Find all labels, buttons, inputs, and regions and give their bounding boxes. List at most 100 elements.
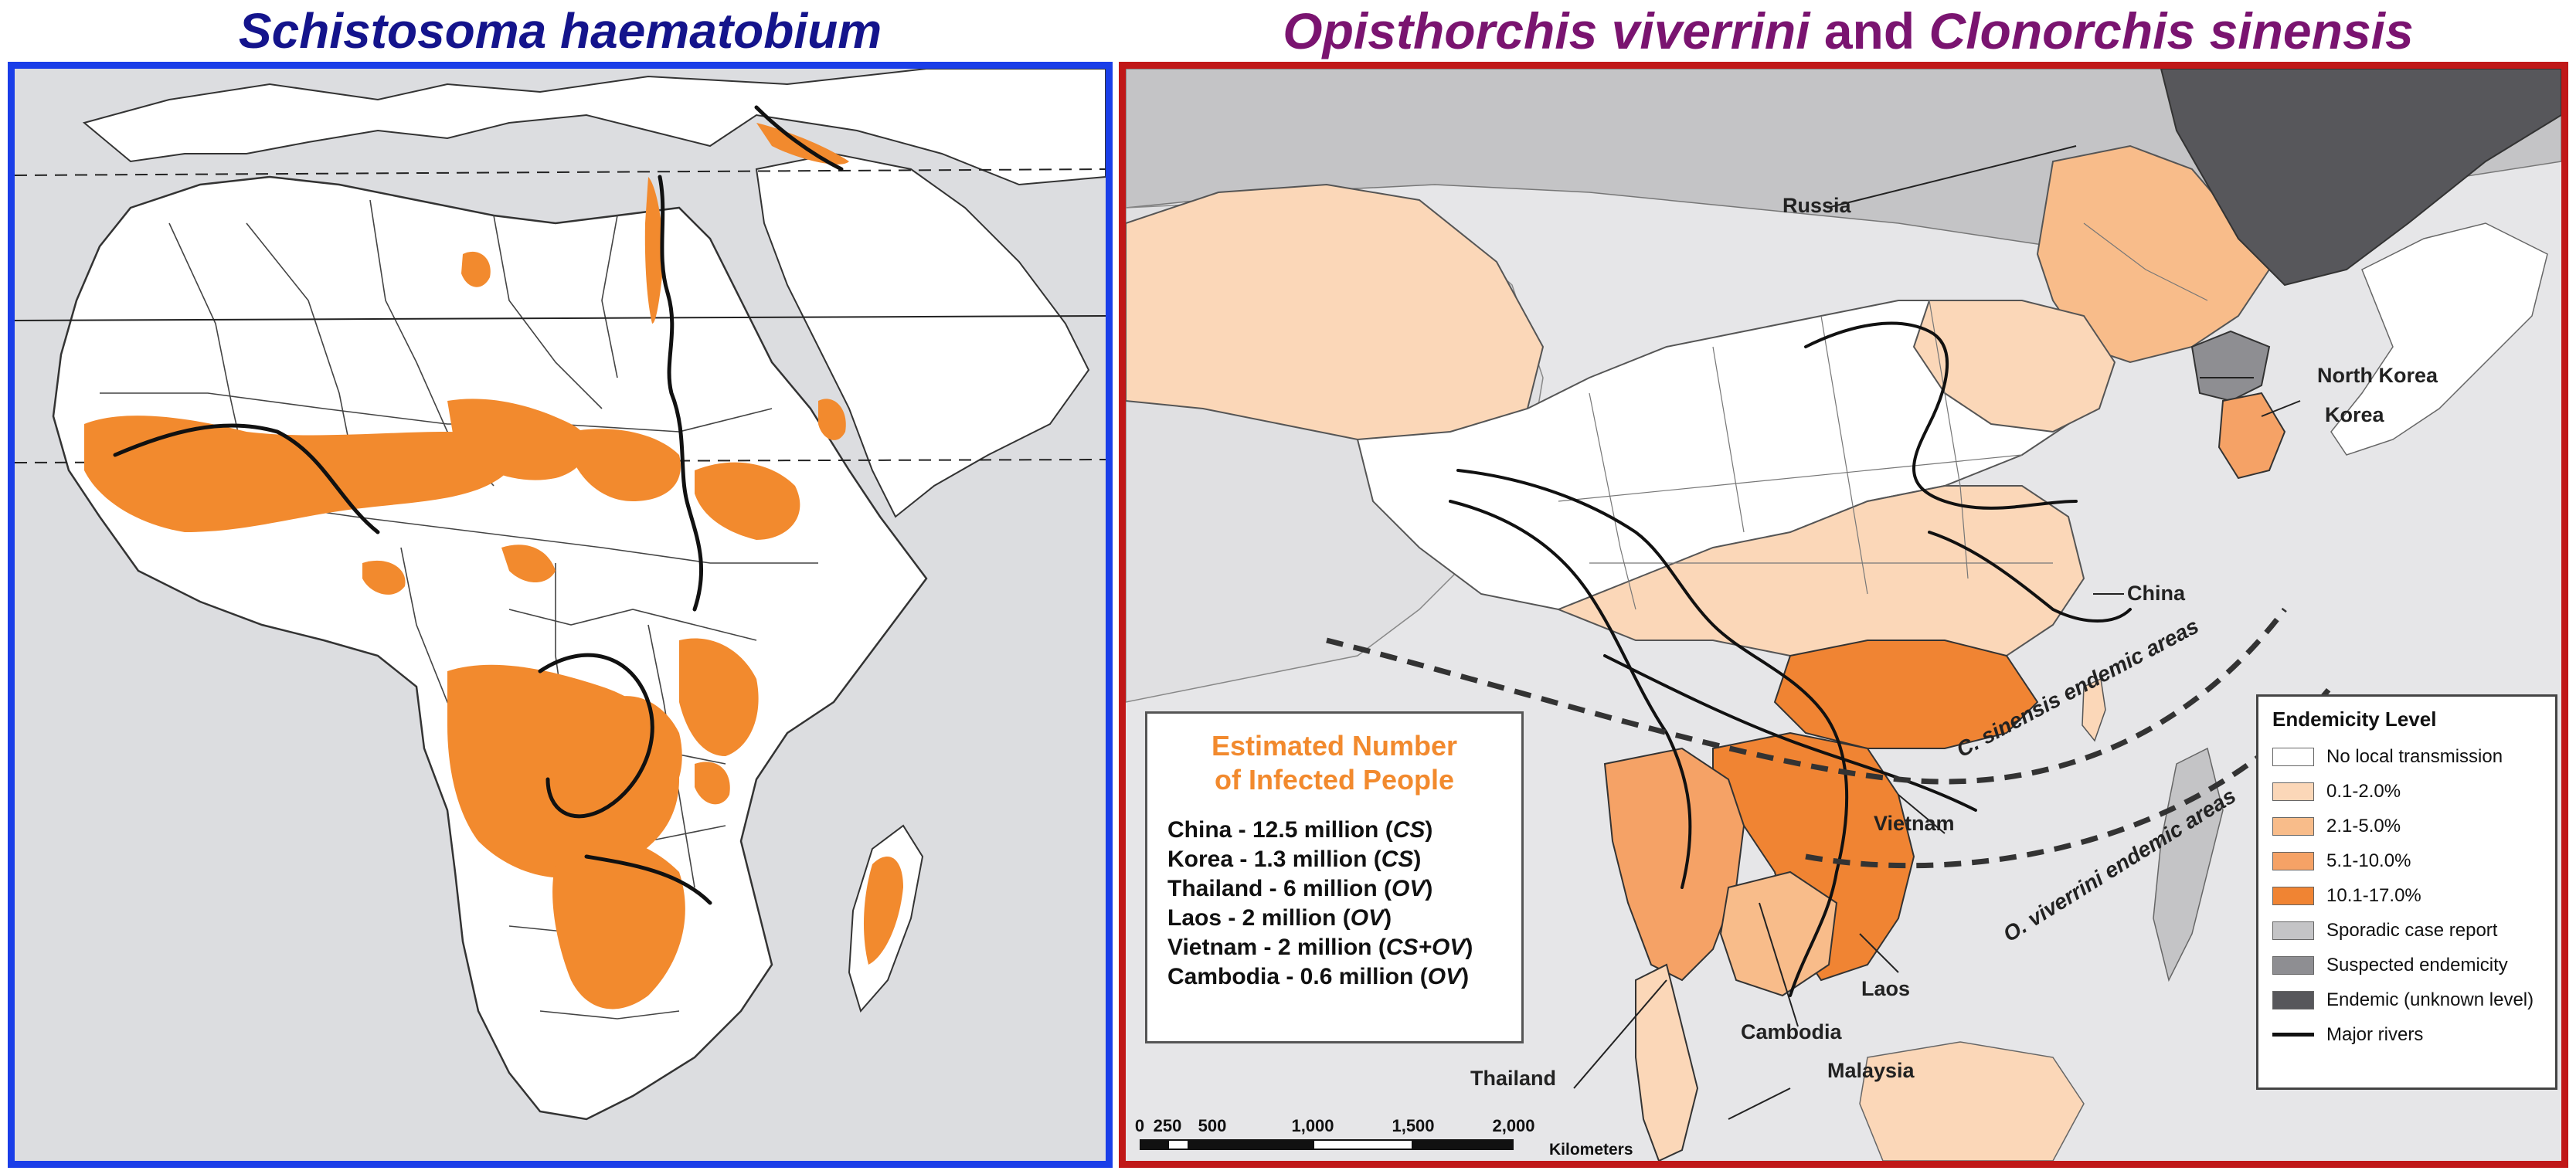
tropic-of-cancer-line [15,168,1106,176]
africa-map [15,69,1106,1121]
infected-box-title: Estimated Number of Infected People [1167,729,1501,797]
major-rivers [113,105,844,905]
northeast-china [2036,144,2271,364]
northeast-china-south [1912,300,2116,433]
infected-row-vietnam: Vietnam - 2 million (CS+OV) [1167,933,1501,962]
europe-landmass [82,69,1106,186]
legend-rows: No local transmission 0.1-2.0% 2.1-5.0% 5.1… [2272,739,2541,1052]
legend-swatch [2272,990,2314,1009]
legend-title: Endemicity Level [2272,707,2437,731]
legend-label: 5.1-10.0% [2326,850,2411,871]
legend-swatch [2272,921,2314,940]
label-korea: Korea [2325,403,2384,426]
infected-row-end: ) [1461,964,1470,989]
asia-map [1126,69,2561,1161]
infected-row-species: OV [1392,876,1426,901]
philippines-land [2153,747,2224,982]
infected-row-species: CS+OV [1385,935,1466,960]
scale-tick: 1,000 [1291,1116,1334,1135]
left-title-text: Schistosoma haematobium [238,3,882,59]
legend-item: Major rivers [2272,1017,2541,1052]
label-north-korea: North Korea [2317,364,2438,387]
infected-row-korea: Korea - 1.3 million (CS) [1167,845,1501,874]
infected-row-end: ) [1425,876,1433,901]
left-panel-title: Schistosoma haematobium [0,0,1120,62]
scale-segment [1212,1139,1313,1150]
legend-item: Suspected endemicity [2272,948,2541,982]
schistosoma-endemic-areas [84,123,903,1009]
legend-swatch [2272,851,2314,870]
scale-tick: 0 [1134,1116,1145,1135]
infected-row-laos: Laos - 2 million (OV) [1167,904,1501,933]
scale-segment [1189,1139,1212,1150]
label-malaysia: Malaysia [1827,1059,1915,1082]
thailand-region [1603,747,1745,982]
southeast-china-endemic [1773,640,2039,749]
right-panel-title: Opisthorchis viverrini and Clonorchis si… [1120,0,2576,62]
right-title-part1: Opisthorchis viverrini [1283,2,1810,59]
label-cambodia: Cambodia [1741,1020,1842,1043]
infected-row-end: ) [1384,905,1392,931]
label-china: China [2127,582,2186,605]
infected-row-text: Cambodia - 0.6 million ( [1167,964,1428,989]
scale-segment [1167,1139,1189,1150]
infected-row-text: Vietnam - 2 million ( [1167,935,1386,960]
scale-segment [1413,1139,1514,1150]
infected-row-thailand: Thailand - 6 million (OV) [1167,874,1501,904]
infected-people-box: Estimated Number of Infected People Chin… [1145,711,1524,1043]
legend-item: 2.1-5.0% [2272,809,2541,843]
infected-row-cambodia: Cambodia - 0.6 million (OV) [1167,962,1501,992]
south-korea-region [2217,392,2286,480]
legend-label: 0.1-2.0% [2326,780,2401,802]
infected-row-end: ) [1425,817,1433,843]
legend-swatch [2272,747,2314,766]
infected-row-end: ) [1465,935,1473,960]
taiwan-island [2082,677,2106,742]
russia-endemic-region [2160,69,2561,287]
north-korea-region [2190,330,2271,402]
legend-swatch [2272,816,2314,836]
legend-swatch [2272,886,2314,905]
legend-label: 2.1-5.0% [2326,815,2401,836]
legend-label: Sporadic case report [2326,919,2498,941]
south-china-light [1556,485,2085,672]
infected-title-line1: Estimated Number [1211,730,1458,762]
scale-tick: 1,500 [1392,1116,1435,1135]
o-viverrini-endemic-arc [1805,684,2333,869]
legend-item: Endemic (unknown level) [2272,982,2541,1017]
scale-tick: 500 [1198,1116,1227,1135]
malay-peninsula [1635,963,1699,1161]
infected-row-species: CS [1381,847,1414,872]
arabia-landmass [755,152,1090,518]
right-title-part2: Clonorchis sinensis [1929,2,2414,59]
cambodia-region [1719,870,1838,997]
label-vietnam: Vietnam [1874,812,1955,835]
legend-label: Endemic (unknown level) [2326,989,2534,1010]
legend-label: Suspected endemicity [2326,954,2508,976]
scale-unit: Kilometers [1549,1141,1633,1159]
africa-map-panel [8,62,1113,1168]
infected-row-species: OV [1350,905,1385,931]
legend-label: Major rivers [2326,1023,2424,1045]
label-thailand: Thailand [1470,1067,1557,1090]
scale-tick: 250 [1153,1116,1182,1135]
endemicity-legend: Endemicity Level No local transmission 0.… [2256,694,2557,1090]
infected-title-line2: of Infected People [1214,764,1455,796]
label-russia: Russia [1782,194,1851,217]
right-title-and: and [1823,2,1915,59]
legend-item: Sporadic case report [2272,913,2541,948]
asia-map-panel: Russia North Korea Korea China Vietnam L… [1119,62,2568,1168]
scale-segment [1313,1139,1413,1150]
legend-label: No local transmission [2326,745,2503,767]
infected-row-species: OV [1427,964,1462,989]
legend-label: 10.1-17.0% [2326,884,2421,906]
legend-item: 10.1-17.0% [2272,878,2541,913]
legend-swatch [2272,782,2314,801]
scale-segment [1140,1139,1167,1150]
infected-row-end: ) [1413,847,1422,872]
label-leader-lines [1573,145,2301,1120]
infected-row-china: China - 12.5 million (CS) [1167,816,1501,845]
legend-item: No local transmission [2272,739,2541,774]
scale-tick: 2,000 [1492,1116,1535,1135]
infected-row-species: CS [1392,817,1426,843]
